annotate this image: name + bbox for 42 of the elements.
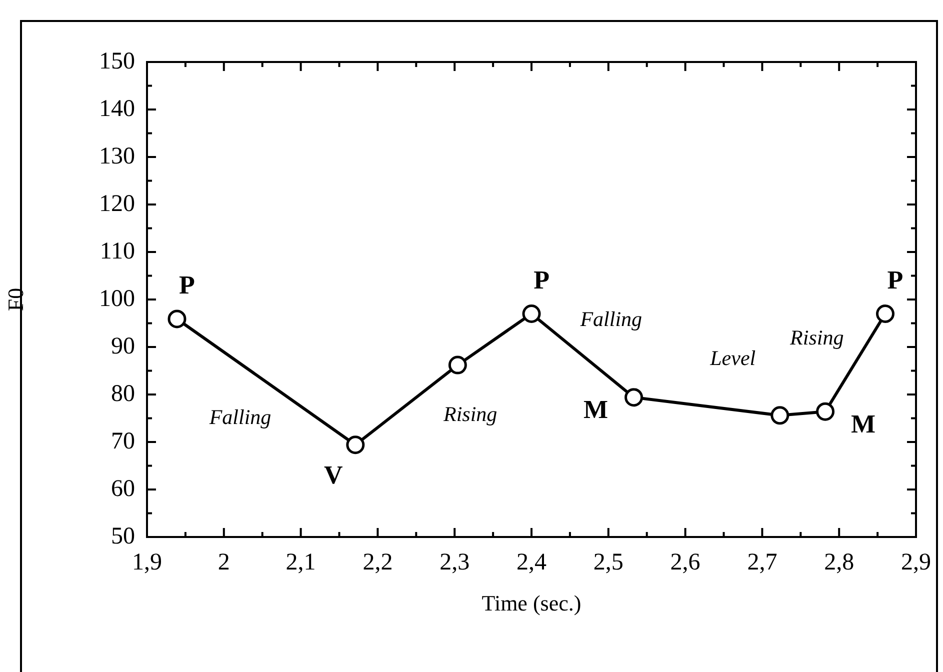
y-tick-label: 140 (99, 96, 135, 122)
y-tick-label: 100 (99, 286, 135, 312)
annotation: Falling (208, 405, 272, 430)
x-tick-label: 2,2 (362, 550, 393, 576)
y-tick-label: 90 (111, 333, 135, 360)
y-tick-label: 50 (111, 523, 135, 550)
x-tick-label: 2,5 (593, 550, 624, 576)
x-tick-label: 1,9 (132, 550, 162, 576)
data-label: M (584, 395, 608, 424)
y-tick-label: 150 (99, 48, 135, 74)
annotation: Rising (442, 402, 498, 426)
x-tick-label: 2,1 (286, 550, 316, 576)
point (448, 356, 467, 374)
data-label: V (324, 460, 344, 490)
y-tick-label: 80 (111, 380, 135, 407)
annotation: Falling (579, 307, 642, 332)
x-tick-label: 2,9 (901, 550, 931, 576)
data-label: P (534, 265, 550, 294)
annotation: Rising (789, 326, 844, 350)
x-tick-label: 2 (218, 550, 230, 576)
y-tick-label: 110 (100, 238, 135, 264)
point (624, 388, 644, 407)
data-label: P (179, 270, 196, 300)
point (816, 402, 835, 421)
x-tick-label: 2,3 (440, 550, 470, 576)
x-axis-title: Time (sec.) (482, 590, 582, 616)
point (876, 304, 894, 323)
point (168, 310, 186, 328)
y-tick-label: 60 (111, 476, 135, 502)
data-label: M (850, 409, 876, 438)
y-tick-label: 120 (99, 190, 135, 217)
point (346, 436, 365, 454)
y-tick-label: 70 (111, 428, 135, 454)
point (770, 406, 790, 425)
x-tick-label: 2,4 (516, 550, 546, 576)
annotation: Level (709, 346, 756, 370)
x-tick-label: 2,6 (670, 550, 700, 576)
x-tick-label: 2,8 (824, 550, 854, 576)
x-tick-label: 2,7 (747, 550, 778, 576)
data-label: P (887, 265, 904, 294)
point (522, 304, 541, 323)
y-tick-label: 130 (99, 143, 135, 170)
